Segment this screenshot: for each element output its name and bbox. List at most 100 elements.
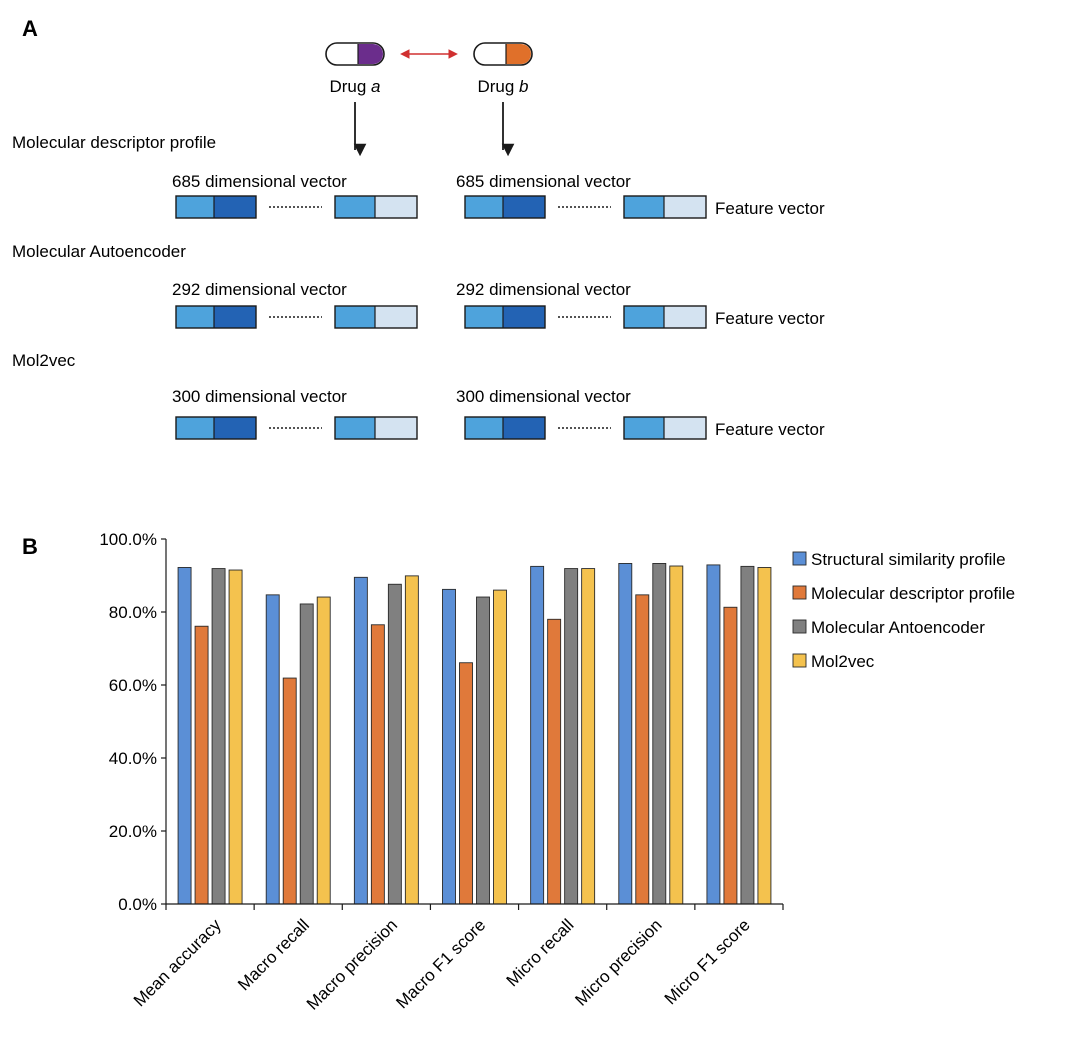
panel-b: B 0.0% 20.0% 40.0% 60.0% 80.0% 100.0% Mean acc… [22, 530, 1015, 1014]
vector-cell [503, 417, 545, 439]
vector-cell [375, 417, 417, 439]
x-tick-label: Micro precision [571, 915, 665, 1009]
drug-b-feature-vector [464, 195, 707, 219]
bar-chart: 0.0% 20.0% 40.0% 60.0% 80.0% 100.0% Mean accur… [99, 530, 784, 1014]
bar [476, 596, 490, 905]
bar [459, 662, 473, 905]
vector-cell [214, 196, 256, 218]
drug-a-capsule-icon [325, 42, 385, 66]
bar [211, 568, 226, 905]
bar [635, 594, 650, 905]
drug-a-label: Drug a [329, 77, 380, 96]
bar [228, 569, 243, 905]
x-tick-label: Micro F1 score [661, 915, 754, 1008]
bar [316, 596, 331, 905]
bar [282, 677, 297, 905]
y-tick-label: 100.0% [99, 530, 157, 549]
bar [442, 588, 456, 905]
section-title: Molecular Autoencoder [12, 242, 186, 261]
drug-b-feature-vector [464, 416, 707, 440]
y-tick-label: 0.0% [118, 895, 157, 914]
panel-a: A Drug a Drug b Molecular descriptor pro… [12, 16, 825, 440]
vector-block-outline [464, 305, 546, 329]
vector-cell [465, 196, 503, 218]
x-tick-label: Micro recall [503, 915, 578, 990]
vector-cell [664, 417, 706, 439]
bar [757, 567, 772, 905]
drug-a-vector-label: 292 dimensional vector [172, 280, 347, 299]
vector-cell [335, 417, 375, 439]
bar [194, 625, 209, 905]
x-tick-label: Mean accuracy [130, 915, 225, 1010]
bar [581, 568, 596, 905]
legend-label: Structural similarity profile [811, 550, 1006, 569]
vector-cell [624, 417, 664, 439]
vector-cell [214, 306, 256, 328]
bar [740, 565, 755, 905]
bar [706, 564, 721, 905]
vector-block-outline [175, 195, 257, 219]
vector-cell [624, 306, 664, 328]
vector-block-outline [175, 305, 257, 329]
vector-block-outline [334, 416, 418, 440]
bar [353, 576, 368, 905]
drug-b-feature-vector [464, 305, 707, 329]
drug-b-vector-label: 292 dimensional vector [456, 280, 631, 299]
vector-block-outline [334, 195, 418, 219]
bar [370, 624, 385, 905]
vector-cell [214, 417, 256, 439]
bar [299, 603, 314, 905]
drug-b-capsule-icon [473, 42, 533, 66]
vector-cell [176, 196, 214, 218]
panel-a-label: A [22, 16, 38, 41]
bar [177, 567, 192, 905]
drug-a-feature-vector [175, 305, 418, 329]
section-title: Molecular descriptor profile [12, 133, 216, 152]
legend-label: Mol2vec [811, 652, 875, 671]
vector-cell [503, 306, 545, 328]
vector-block-outline [623, 305, 707, 329]
y-tick-label: 80.0% [109, 603, 157, 622]
bar [564, 568, 579, 905]
x-tick-label: Macro F1 score [392, 915, 489, 1012]
bar [547, 618, 562, 905]
vector-block-outline [623, 416, 707, 440]
drug-a-feature-vector [175, 416, 418, 440]
vector-cell [176, 417, 214, 439]
drug-b-vector-label: 685 dimensional vector [456, 172, 631, 191]
section-title: Mol2vec [12, 351, 76, 370]
legend-label: Molecular descriptor profile [811, 584, 1015, 603]
drug-a-feature-vector [175, 195, 418, 219]
vector-block-outline [464, 195, 546, 219]
bar [530, 565, 545, 905]
vector-cell [465, 417, 503, 439]
feature-vector-label: Feature vector [715, 199, 825, 218]
x-tick-label: Macro precision [303, 915, 401, 1013]
y-tick-label: 40.0% [109, 749, 157, 768]
legend-swatch [792, 585, 807, 600]
x-tick-label: Macro recall [234, 915, 313, 994]
vector-cell [375, 196, 417, 218]
legend-label: Molecular Antoencoder [811, 618, 985, 637]
vector-cell [375, 306, 417, 328]
drug-a-vector-label: 300 dimensional vector [172, 387, 347, 406]
vector-cell [335, 306, 375, 328]
vector-cell [664, 306, 706, 328]
vector-cell [176, 306, 214, 328]
vector-block-outline [623, 195, 707, 219]
feature-vector-label: Feature vector [715, 309, 825, 328]
bar [265, 594, 280, 905]
vector-cell [465, 306, 503, 328]
legend-swatch [792, 551, 807, 566]
drug-b-label: Drug b [477, 77, 528, 96]
y-tick-label: 20.0% [109, 822, 157, 841]
vector-block-outline [334, 305, 418, 329]
bar [652, 563, 667, 905]
vector-cell [664, 196, 706, 218]
bar [387, 583, 402, 905]
legend-swatch [792, 619, 807, 634]
bar [723, 606, 738, 905]
bar [669, 565, 684, 905]
panel-b-label: B [22, 534, 38, 559]
